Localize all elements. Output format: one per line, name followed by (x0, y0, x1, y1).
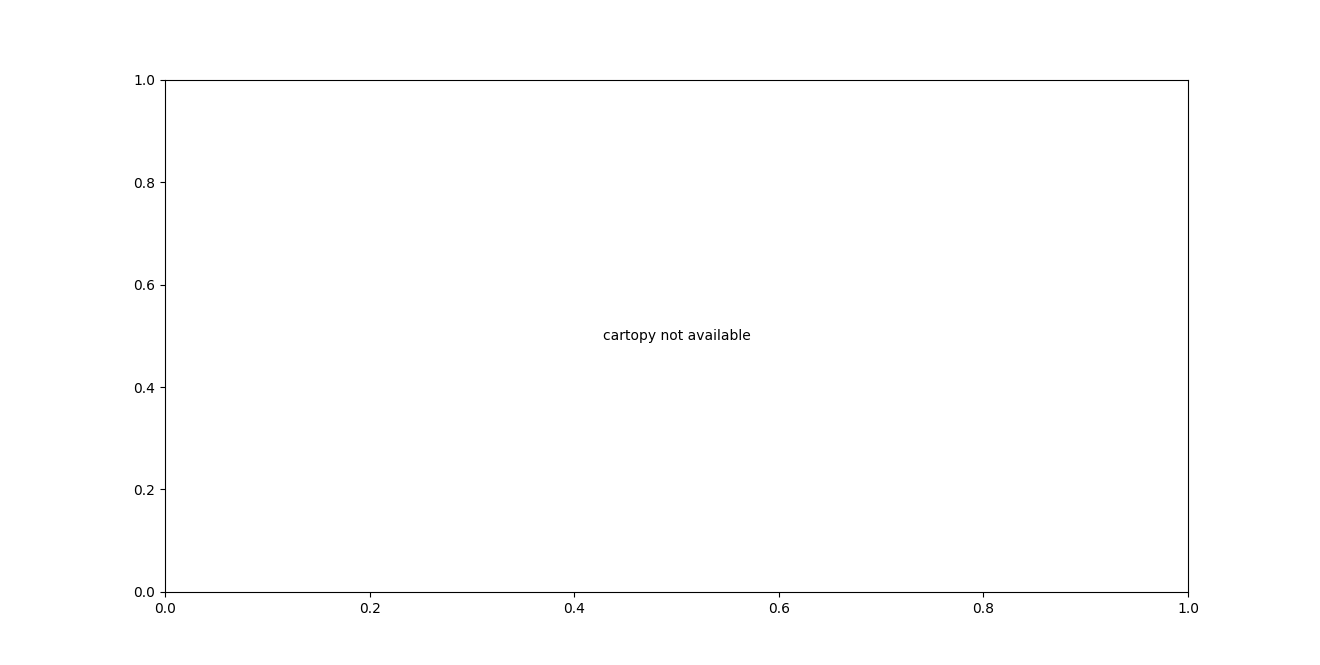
Text: cartopy not available: cartopy not available (603, 329, 750, 343)
